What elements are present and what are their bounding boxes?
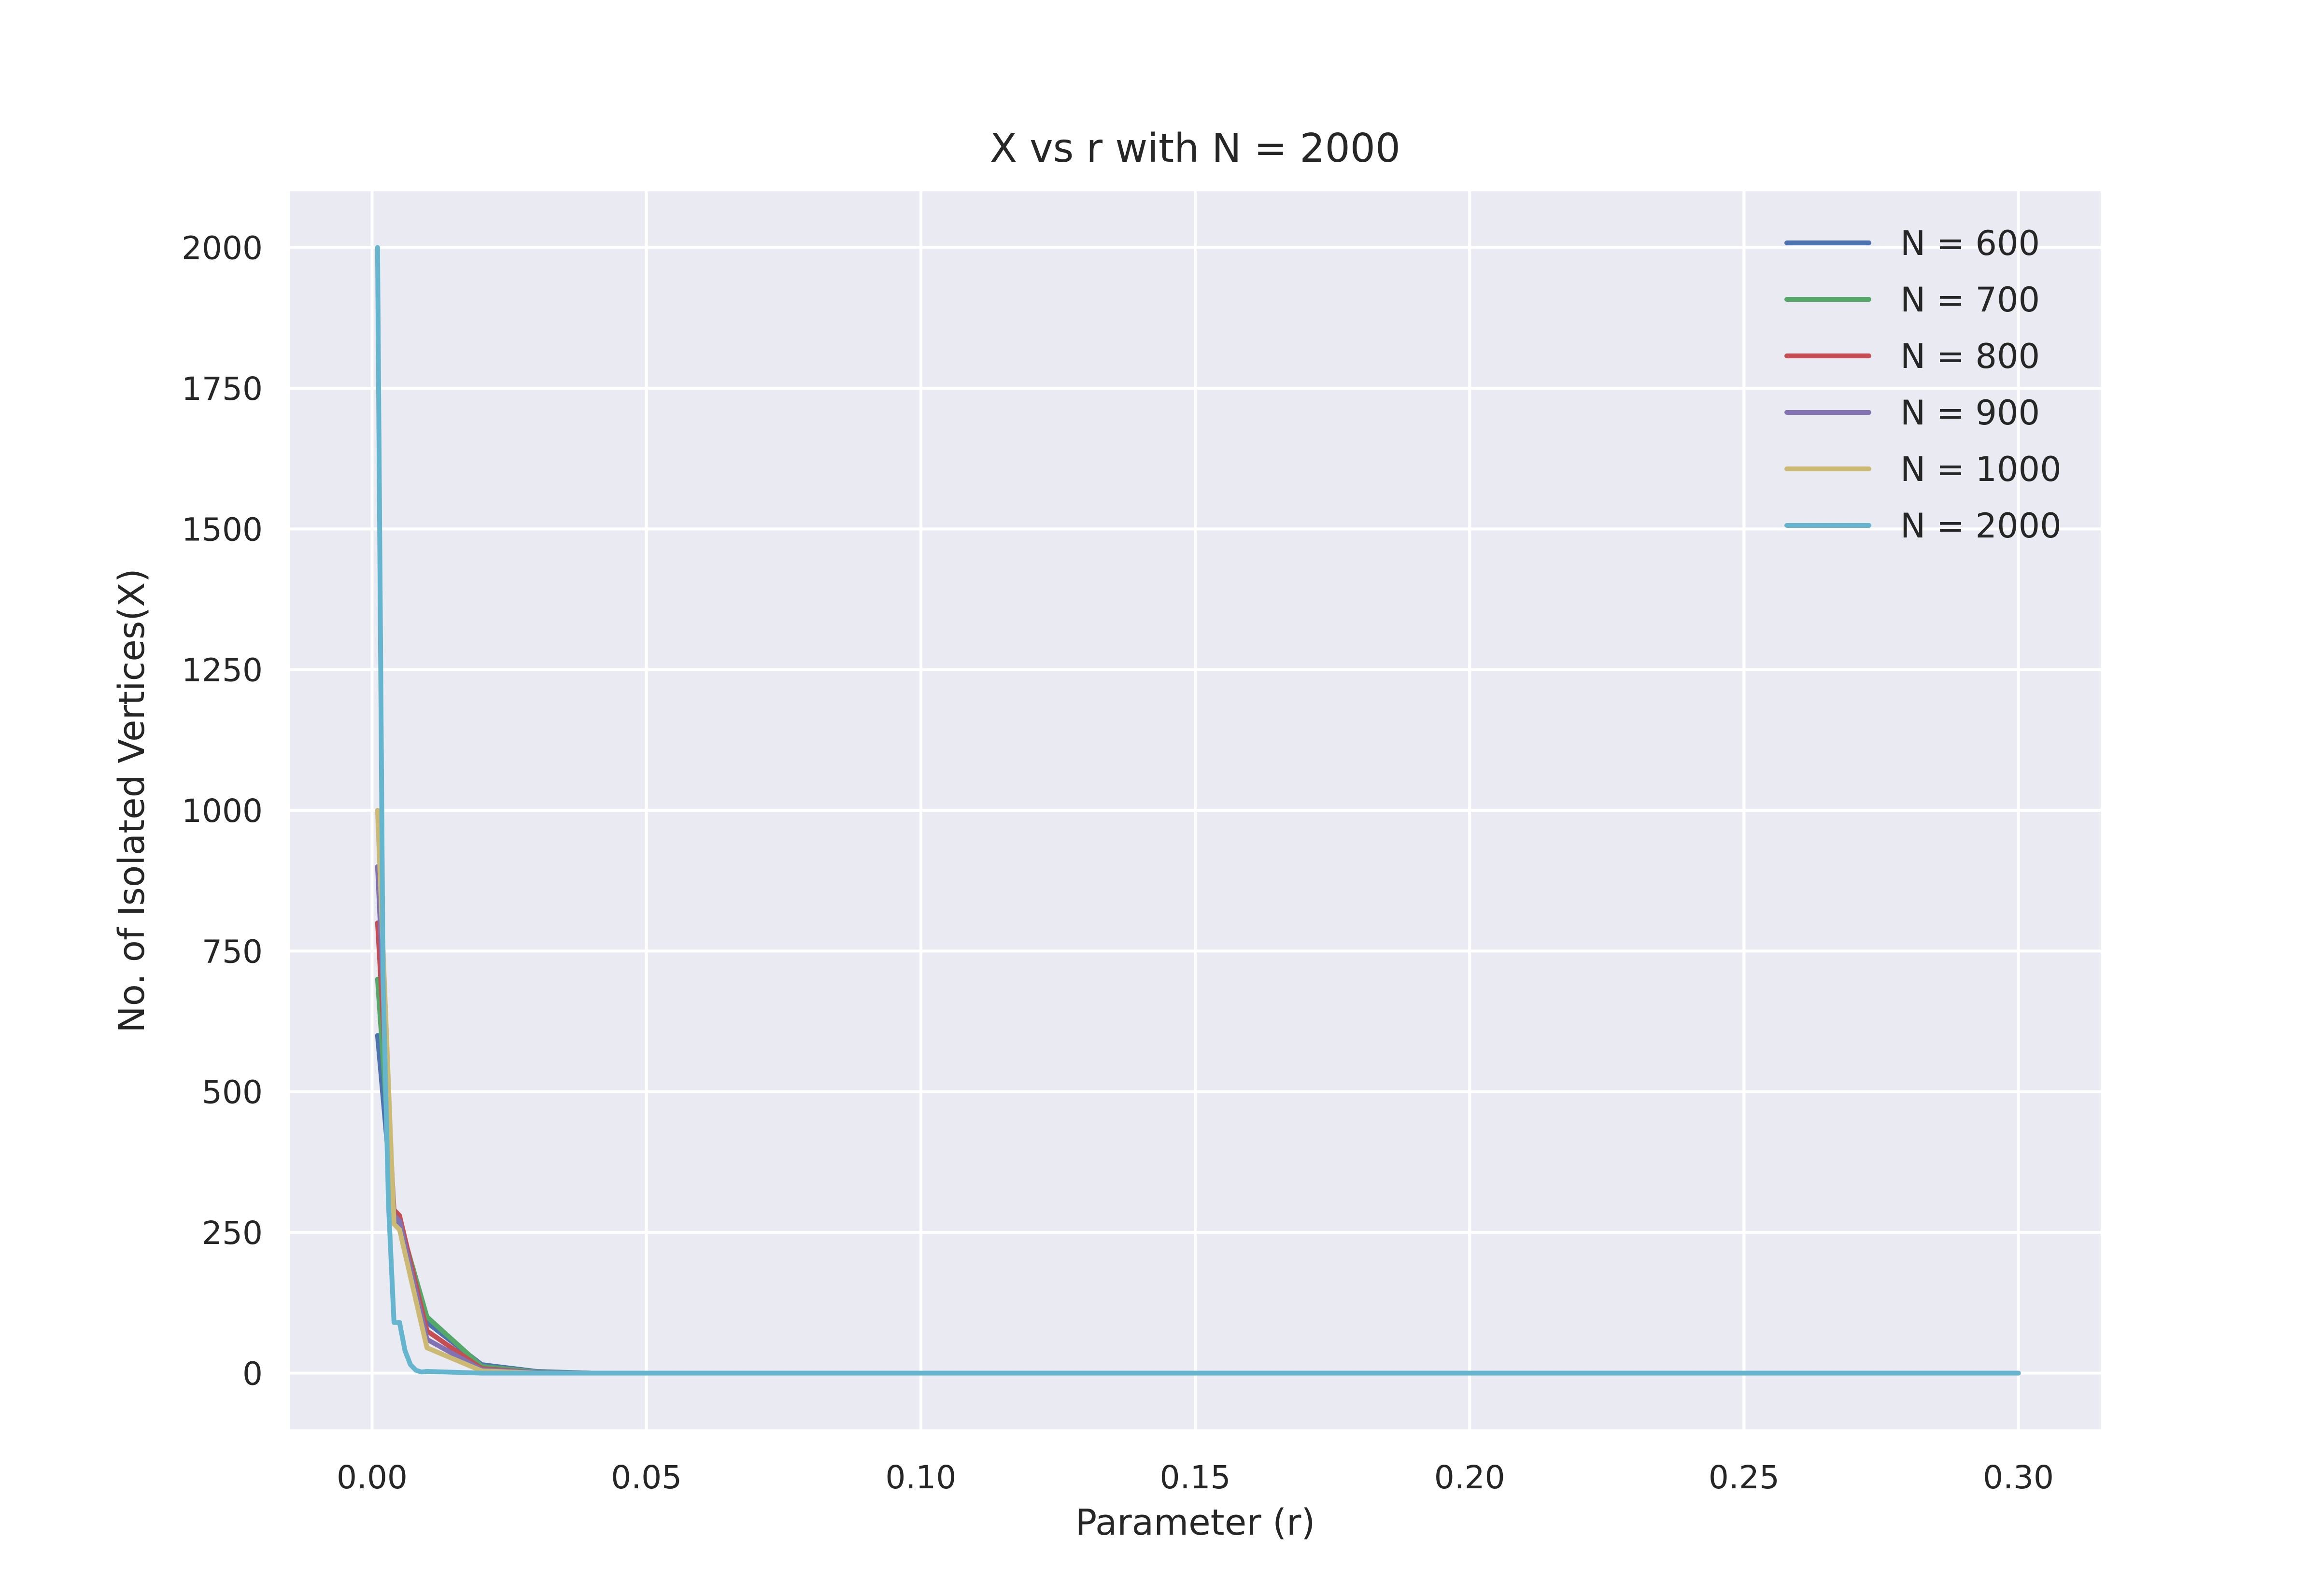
y-tick-label: 0 — [242, 1355, 263, 1392]
series-line — [375, 245, 2021, 1376]
legend-label: N = 800 — [1900, 337, 2040, 376]
series-lines — [375, 245, 2021, 1376]
x-tick-labels: 0.00 0.05 0.10 0.15 0.20 0.25 0.30 — [337, 1459, 2054, 1496]
y-axis-label: No. of Isolated Vertices(X) — [111, 568, 153, 1032]
y-tick-label: 1000 — [182, 792, 263, 830]
y-tick-labels: 0 250 500 750 1000 1250 1500 1750 2000 — [182, 230, 263, 1393]
y-tick-label: 500 — [202, 1074, 263, 1111]
legend-label: N = 600 — [1900, 224, 2040, 263]
x-tick-label: 0.30 — [1983, 1459, 2054, 1496]
y-tick-label: 250 — [202, 1215, 263, 1252]
y-tick-label: 750 — [202, 933, 263, 970]
legend-label: N = 1000 — [1900, 450, 2062, 489]
y-tick-label: 1250 — [182, 652, 263, 689]
legend-label: N = 2000 — [1900, 506, 2062, 546]
y-tick-label: 1750 — [182, 370, 263, 408]
legend-label: N = 700 — [1900, 280, 2040, 320]
y-tick-label: 1500 — [182, 511, 263, 548]
x-tick-label: 0.15 — [1160, 1459, 1231, 1496]
x-tick-label: 0.05 — [611, 1459, 682, 1496]
x-axis-label: Parameter (r) — [1075, 1502, 1315, 1543]
legend-label: N = 900 — [1900, 393, 2040, 433]
chart-title: X vs r with N = 2000 — [990, 126, 1400, 171]
y-tick-label: 2000 — [182, 230, 263, 267]
legend: N = 600 N = 700 N = 800 N = 900 N = 1000 N = … — [1784, 224, 2062, 546]
x-tick-label: 0.10 — [885, 1459, 956, 1496]
x-tick-label: 0.20 — [1434, 1459, 1505, 1496]
x-tick-label: 0.25 — [1709, 1459, 1780, 1496]
x-tick-label: 0.00 — [337, 1459, 408, 1496]
